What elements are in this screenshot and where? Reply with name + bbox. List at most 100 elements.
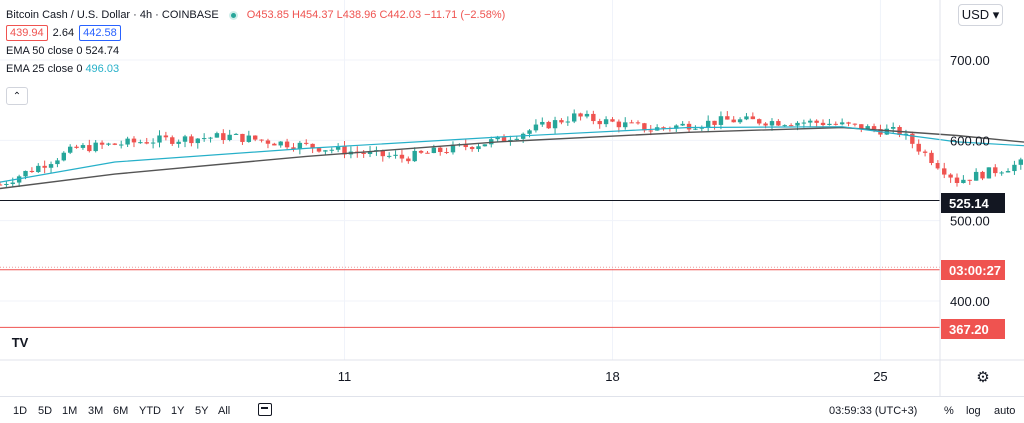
chart-axes: 700.00600.00500.00400.00111825Nov81522De… [0,0,1024,396]
y-tick-label: 400.00 [950,294,990,309]
candle-body [10,182,15,184]
timeframe-5d[interactable]: 5D [38,405,53,417]
candle-body [144,142,149,144]
candle-body [916,143,921,152]
candle-body [29,170,35,173]
candle-body [265,140,271,144]
candle-body [648,130,653,132]
candle-body [801,122,807,124]
candle-body [170,137,175,144]
candle-body [1018,159,1023,165]
candle-body [572,113,577,122]
ema50-value: 524.74 [85,45,120,57]
candle-body [578,113,583,117]
candle-body [438,147,443,153]
candle-body [80,145,86,148]
candle-body [418,150,424,153]
candle-body [846,122,851,124]
symbol-title[interactable]: Bitcoin Cash / U.S. Dollar · 4h · COINBA… [6,9,219,21]
tradingview-logo[interactable]: TV [6,332,34,352]
candle-body [399,154,405,159]
candle-body [884,128,890,135]
ohlc-low: L438.96 [336,9,377,21]
currency-button[interactable]: USD ▾ [958,4,1003,26]
candle-body [616,121,622,128]
candle-body [201,138,207,140]
candle-body [221,133,226,140]
candle-body [1005,171,1011,173]
candlestick-series [0,109,1023,188]
candle-body [680,123,685,126]
timeframe-ytd[interactable]: YTD [139,405,161,417]
sell-price-button[interactable]: 439.94 [6,25,48,41]
market-status-icon [228,10,238,20]
calendar-icon[interactable] [258,403,272,416]
candle-body [839,122,845,125]
candle-body [463,144,468,148]
auto-toggle[interactable]: auto [994,405,1016,417]
timeframe-all[interactable]: All [218,405,231,417]
timeframe-1m[interactable]: 1M [62,405,78,417]
x-tick-label: 18 [605,369,619,384]
candle-body [948,174,953,178]
percent-toggle[interactable]: % [944,405,954,417]
candle-body [450,144,456,153]
candle-body [74,146,79,148]
chart-grid [0,0,940,360]
timeframe-1y[interactable]: 1Y [171,405,185,417]
candle-body [705,120,711,128]
timeframe-6m[interactable]: 6M [113,405,129,417]
candle-body [112,143,118,145]
ema-level-price-tag: 525.14 [941,193,1005,213]
candle-body [763,123,768,126]
candle-body [929,152,934,164]
candle-body [482,144,488,147]
collapse-legend-button[interactable]: ⌃ [6,87,28,105]
candle-body [469,147,475,150]
gear-icon[interactable]: ⚙ [976,369,990,386]
candle-body [725,116,730,120]
candle-body [316,148,322,152]
candle-body [335,146,341,150]
candle-body [182,136,188,142]
candle-body [546,121,551,129]
candle-body [61,152,66,161]
candle-body [4,183,9,185]
candle-body [16,176,22,183]
candle-body [150,142,156,144]
ema25-legend[interactable]: EMA 25 close 0 496.03 [6,60,505,78]
candle-body [865,126,870,130]
buy-price-button[interactable]: 442.58 [79,25,121,41]
candle-body [23,170,28,177]
candle-body [246,135,252,142]
candle-body [329,149,334,151]
candle-body [718,116,724,125]
candle-body [591,113,596,122]
spread-value: 2.64 [52,27,75,39]
candle-body [431,147,437,154]
candle-body [297,142,303,150]
candle-body [0,184,3,186]
candle-body [942,168,947,175]
candle-body [393,154,398,156]
candle-body [272,143,277,146]
candle-body [93,142,98,152]
candle-body [87,145,92,152]
candle-body [597,121,602,125]
timeframe-3m[interactable]: 3M [88,405,104,417]
candle-body [859,124,864,130]
candle-body [871,126,877,130]
candle-body [208,137,213,139]
timeframe-1d[interactable]: 1D [13,405,28,417]
candle-body [380,150,385,157]
timeframe-5y[interactable]: 5Y [195,405,209,417]
ema25-line [0,126,1024,183]
candle-body [820,122,826,126]
ema50-legend[interactable]: EMA 50 close 0 524.74 [6,42,505,60]
log-toggle[interactable]: log [966,405,981,417]
clock-readout[interactable]: 03:59:33 (UTC+3) [829,405,918,417]
candle-body [227,134,232,140]
candle-body [476,146,481,150]
candle-body [501,136,507,141]
